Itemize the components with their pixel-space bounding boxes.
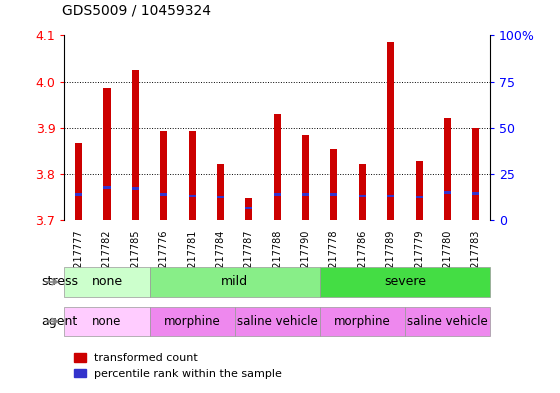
Bar (274, 114, 281, 220)
Bar (160, 131, 167, 220)
Bar (132, 70, 139, 220)
Bar (330, 193, 338, 196)
Bar (160, 193, 167, 196)
Text: none: none (92, 315, 122, 328)
Bar (132, 187, 139, 190)
Bar (274, 193, 281, 196)
Bar (444, 191, 451, 194)
Bar (359, 164, 366, 220)
Bar (302, 193, 309, 196)
Text: saline vehicle: saline vehicle (237, 315, 318, 328)
Bar (416, 161, 423, 220)
Bar (75, 193, 82, 196)
Bar (359, 195, 366, 197)
Bar (150, 267, 320, 297)
Text: morphine: morphine (334, 315, 391, 328)
Bar (104, 88, 110, 220)
Bar (64, 307, 150, 336)
Bar (444, 118, 451, 220)
Bar (472, 128, 479, 220)
Bar (387, 42, 394, 220)
Bar (302, 135, 309, 220)
Bar (416, 196, 423, 198)
Text: agent: agent (41, 315, 77, 328)
Bar (217, 164, 224, 220)
Text: morphine: morphine (164, 315, 221, 328)
Bar (405, 307, 490, 336)
Bar (104, 186, 110, 189)
Text: saline vehicle: saline vehicle (407, 315, 488, 328)
Text: mild: mild (221, 275, 248, 288)
Bar (245, 207, 253, 209)
Bar (189, 131, 195, 220)
Bar (387, 195, 394, 197)
Text: stress: stress (41, 275, 78, 288)
Text: severe: severe (384, 275, 426, 288)
Bar (472, 193, 479, 195)
Bar (235, 307, 320, 336)
Bar (330, 149, 338, 220)
Bar (320, 307, 405, 336)
Text: none: none (91, 275, 123, 288)
Bar (75, 143, 82, 220)
Bar (189, 195, 195, 197)
Bar (64, 267, 150, 297)
Text: GDS5009 / 10459324: GDS5009 / 10459324 (62, 4, 211, 18)
Legend: transformed count, percentile rank within the sample: transformed count, percentile rank withi… (70, 349, 287, 384)
Bar (217, 196, 224, 198)
Bar (245, 198, 253, 220)
Bar (320, 267, 490, 297)
Bar (150, 307, 235, 336)
